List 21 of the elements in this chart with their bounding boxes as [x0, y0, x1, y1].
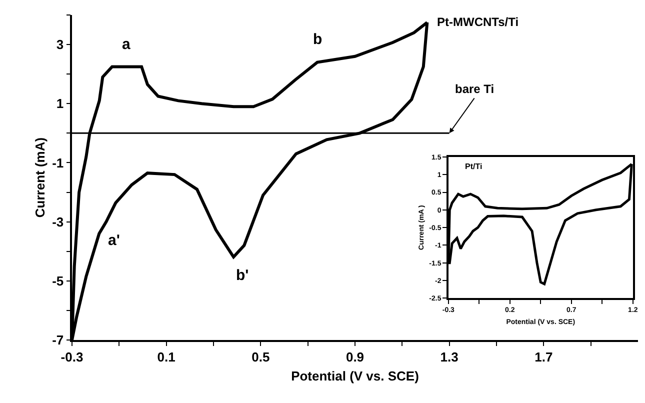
y-tick-label: -1 — [52, 155, 64, 170]
y-tick-label: -5 — [52, 273, 64, 288]
y-tick-label: 1 — [56, 96, 64, 112]
x-tick-label: -0.3 — [60, 349, 84, 364]
series-label: Pt-MWCNTs/Ti — [437, 15, 519, 29]
x-tick-label: 0.9 — [346, 349, 364, 364]
annotation: a — [122, 36, 131, 53]
annotation: a' — [108, 232, 120, 249]
text: Pt/Ti — [465, 162, 482, 171]
text: bare Ti — [455, 82, 494, 96]
x-tick-label: 0.1 — [157, 349, 176, 364]
y-tick-label: -7 — [52, 332, 64, 348]
y-tick-label: 3 — [56, 37, 64, 52]
x-tick-label: 1.3 — [440, 349, 458, 364]
x-tick-label: 0.5 — [252, 349, 270, 364]
x-axis-title: Potential (V vs. SCE) — [291, 368, 419, 384]
y-axis-title: Current (mA) — [32, 137, 48, 218]
y-tick-label: -3 — [52, 214, 64, 230]
annotation: b — [313, 31, 322, 48]
x-tick-label: 1.7 — [534, 349, 553, 364]
annotation: b' — [236, 267, 249, 284]
